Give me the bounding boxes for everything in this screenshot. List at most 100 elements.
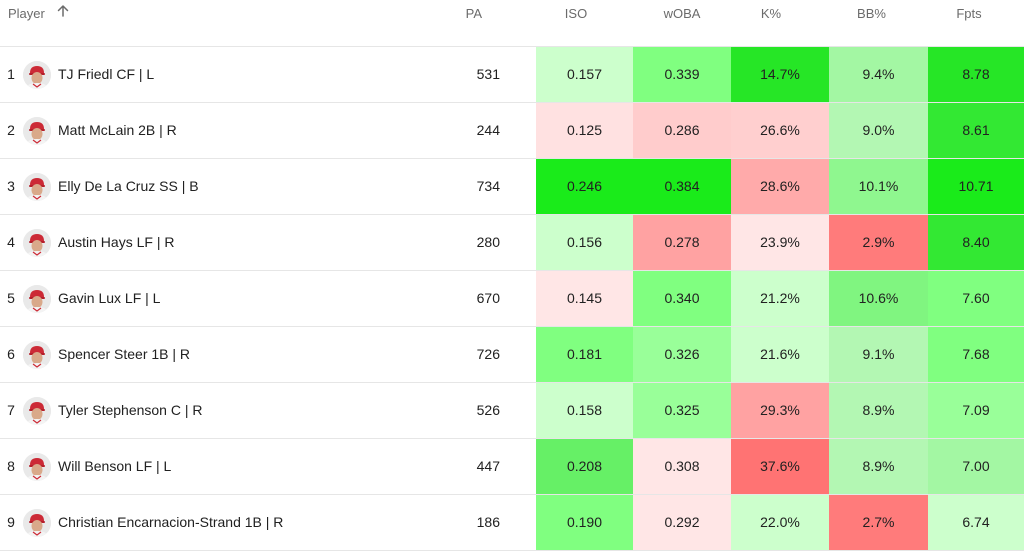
iso-cell: 0.190 [536, 495, 633, 550]
woba-cell: 0.339 [633, 47, 731, 102]
fpts-cell: 8.40 [928, 215, 1024, 270]
fpts-cell: 7.09 [928, 383, 1024, 438]
player-name[interactable]: Will Benson LF | L [58, 458, 172, 474]
pa-cell: 186 [476, 514, 500, 530]
avatar [23, 117, 51, 145]
player-headshot-icon [23, 397, 51, 425]
player-headshot-icon [23, 453, 51, 481]
table-row[interactable]: 8 Will Benson LF | L 447 0.208 0.308 37.… [0, 439, 1024, 495]
rank-cell: 4 [7, 234, 15, 250]
bb-pct-cell: 2.9% [829, 215, 928, 270]
table-row[interactable]: 3 Elly De La Cruz SS | B 734 0.246 0.384… [0, 159, 1024, 215]
bb-pct-cell: 8.9% [829, 439, 928, 494]
player-name[interactable]: Christian Encarnacion-Strand 1B | R [58, 514, 284, 530]
iso-cell: 0.157 [536, 47, 633, 102]
avatar [23, 509, 51, 537]
column-header-pa[interactable]: PA [465, 6, 482, 21]
woba-cell: 0.308 [633, 439, 731, 494]
column-header-k-pct[interactable]: K% [760, 6, 782, 21]
avatar [23, 453, 51, 481]
rank-cell: 2 [7, 122, 15, 138]
table-row[interactable]: 1 TJ Friedl CF | L 531 0.157 0.339 14.7%… [0, 47, 1024, 103]
table-row[interactable]: 9 Christian Encarnacion-Strand 1B | R 18… [0, 495, 1024, 551]
avatar [23, 173, 51, 201]
player-name[interactable]: Spencer Steer 1B | R [58, 346, 191, 362]
player-headshot-icon [23, 61, 51, 89]
arrow-up-icon[interactable] [56, 0, 70, 28]
pa-cell: 531 [476, 66, 500, 82]
iso-cell: 0.145 [536, 271, 633, 326]
bb-pct-cell: 9.1% [829, 327, 928, 382]
k-pct-cell: 26.6% [731, 103, 829, 158]
k-pct-cell: 37.6% [731, 439, 829, 494]
iso-cell: 0.181 [536, 327, 633, 382]
rank-cell: 9 [7, 514, 15, 530]
column-header-fpts[interactable]: Fpts [956, 6, 982, 21]
woba-cell: 0.278 [633, 215, 731, 270]
column-header-iso[interactable]: ISO [564, 6, 588, 21]
column-header-bb-pct[interactable]: BB% [857, 6, 886, 21]
iso-cell: 0.158 [536, 383, 633, 438]
player-name[interactable]: Gavin Lux LF | L [58, 290, 161, 306]
column-header-woba[interactable]: wOBA [663, 6, 701, 21]
table-row[interactable]: 4 Austin Hays LF | R 280 0.156 0.278 23.… [0, 215, 1024, 271]
k-pct-cell: 14.7% [731, 47, 829, 102]
rank-cell: 3 [7, 178, 15, 194]
k-pct-cell: 21.2% [731, 271, 829, 326]
player-headshot-icon [23, 117, 51, 145]
pa-cell: 526 [476, 402, 500, 418]
table-row[interactable]: 6 Spencer Steer 1B | R 726 0.181 0.326 2… [0, 327, 1024, 383]
woba-cell: 0.325 [633, 383, 731, 438]
pa-cell: 734 [476, 178, 500, 194]
player-name[interactable]: Austin Hays LF | R [58, 234, 175, 250]
woba-cell: 0.292 [633, 495, 731, 550]
iso-cell: 0.246 [536, 159, 633, 214]
fpts-cell: 8.61 [928, 103, 1024, 158]
fpts-cell: 10.71 [928, 159, 1024, 214]
pa-cell: 280 [476, 234, 500, 250]
player-name[interactable]: Elly De La Cruz SS | B [58, 178, 199, 194]
rank-cell: 8 [7, 458, 15, 474]
bb-pct-cell: 9.0% [829, 103, 928, 158]
player-headshot-icon [23, 173, 51, 201]
pa-cell: 726 [476, 346, 500, 362]
fpts-cell: 7.60 [928, 271, 1024, 326]
bb-pct-cell: 9.4% [829, 47, 928, 102]
fpts-cell: 7.68 [928, 327, 1024, 382]
bb-pct-cell: 10.6% [829, 271, 928, 326]
player-name[interactable]: Tyler Stephenson C | R [58, 402, 203, 418]
column-header-player[interactable]: Player [8, 0, 70, 30]
player-name[interactable]: TJ Friedl CF | L [58, 66, 155, 82]
pa-cell: 244 [476, 122, 500, 138]
woba-cell: 0.326 [633, 327, 731, 382]
k-pct-cell: 29.3% [731, 383, 829, 438]
player-headshot-icon [23, 509, 51, 537]
rank-cell: 7 [7, 402, 15, 418]
woba-cell: 0.340 [633, 271, 731, 326]
avatar [23, 61, 51, 89]
iso-cell: 0.156 [536, 215, 633, 270]
fpts-cell: 8.78 [928, 47, 1024, 102]
k-pct-cell: 28.6% [731, 159, 829, 214]
avatar [23, 397, 51, 425]
rank-cell: 6 [7, 346, 15, 362]
player-headshot-icon [23, 285, 51, 313]
table-row[interactable]: 5 Gavin Lux LF | L 670 0.145 0.340 21.2%… [0, 271, 1024, 327]
bb-pct-cell: 8.9% [829, 383, 928, 438]
iso-cell: 0.125 [536, 103, 633, 158]
avatar [23, 285, 51, 313]
rank-cell: 1 [7, 66, 15, 82]
fpts-cell: 6.74 [928, 495, 1024, 550]
bb-pct-cell: 2.7% [829, 495, 928, 550]
table-row[interactable]: 2 Matt McLain 2B | R 244 0.125 0.286 26.… [0, 103, 1024, 159]
table-row[interactable]: 7 Tyler Stephenson C | R 526 0.158 0.325… [0, 383, 1024, 439]
column-header-label: Player [8, 6, 45, 21]
iso-cell: 0.208 [536, 439, 633, 494]
avatar [23, 229, 51, 257]
player-name[interactable]: Matt McLain 2B | R [58, 122, 177, 138]
k-pct-cell: 23.9% [731, 215, 829, 270]
fpts-cell: 7.00 [928, 439, 1024, 494]
k-pct-cell: 22.0% [731, 495, 829, 550]
rank-cell: 5 [7, 290, 15, 306]
